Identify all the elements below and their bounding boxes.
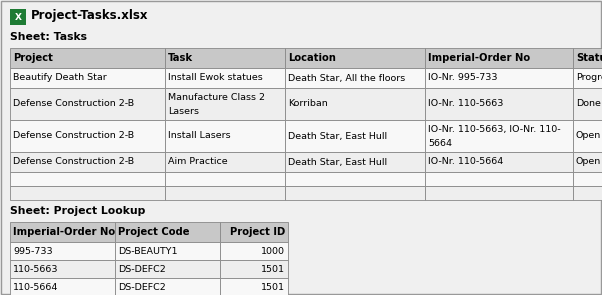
Bar	[425, 186, 573, 200]
Text: Location: Location	[288, 53, 336, 63]
Bar	[425, 152, 573, 172]
Text: Project: Project	[13, 53, 53, 63]
Text: DS-DEFC2: DS-DEFC2	[118, 265, 166, 273]
Bar	[220, 222, 288, 242]
Text: DS-BEAUTY1: DS-BEAUTY1	[118, 247, 178, 255]
Bar	[10, 88, 165, 120]
Text: 5664: 5664	[428, 139, 452, 148]
Bar	[220, 278, 288, 295]
Bar	[10, 152, 165, 172]
Bar	[115, 260, 220, 278]
Text: Install Ewok statues: Install Ewok statues	[168, 73, 262, 83]
Text: 1501: 1501	[261, 283, 285, 291]
Bar	[10, 172, 165, 186]
Bar	[115, 222, 220, 242]
Bar	[425, 88, 573, 120]
Text: Defense Construction 2-B: Defense Construction 2-B	[13, 99, 134, 109]
Text: 110-5663: 110-5663	[13, 265, 58, 273]
Bar	[10, 120, 165, 152]
Text: Death Star, East Hull: Death Star, East Hull	[288, 132, 387, 140]
Bar	[165, 68, 285, 88]
Text: Install Lasers: Install Lasers	[168, 132, 231, 140]
Bar	[285, 48, 425, 68]
Bar	[165, 120, 285, 152]
Text: Open: Open	[576, 132, 601, 140]
Bar	[425, 48, 573, 68]
Text: 995-733: 995-733	[13, 247, 52, 255]
Bar	[10, 186, 165, 200]
Bar	[165, 88, 285, 120]
Bar	[573, 88, 602, 120]
Text: 110-5664: 110-5664	[13, 283, 58, 291]
Text: Beautify Death Star: Beautify Death Star	[13, 73, 107, 83]
Bar	[425, 172, 573, 186]
Bar	[573, 152, 602, 172]
Text: Lasers: Lasers	[168, 106, 199, 116]
Bar	[165, 186, 285, 200]
Text: IO-Nr. 110-5664: IO-Nr. 110-5664	[428, 158, 503, 166]
Bar	[573, 68, 602, 88]
Bar	[10, 68, 165, 88]
Bar	[573, 186, 602, 200]
Bar	[115, 242, 220, 260]
Text: Imperial-Order No: Imperial-Order No	[13, 227, 115, 237]
Bar	[285, 172, 425, 186]
Text: IO-Nr. 110-5663: IO-Nr. 110-5663	[428, 99, 503, 109]
Bar	[220, 260, 288, 278]
Bar	[285, 68, 425, 88]
Text: Aim Practice: Aim Practice	[168, 158, 228, 166]
Bar	[285, 120, 425, 152]
Text: Project-Tasks.xlsx: Project-Tasks.xlsx	[31, 9, 149, 22]
Bar	[573, 172, 602, 186]
Text: Project Code: Project Code	[118, 227, 190, 237]
Bar	[425, 68, 573, 88]
Bar	[10, 242, 115, 260]
Text: Manufacture Class 2: Manufacture Class 2	[168, 93, 265, 102]
Text: Project ID: Project ID	[230, 227, 285, 237]
Text: Imperial-Order No: Imperial-Order No	[428, 53, 530, 63]
Bar	[425, 120, 573, 152]
Text: Task: Task	[168, 53, 193, 63]
Bar	[165, 172, 285, 186]
Bar	[10, 278, 115, 295]
Bar	[285, 152, 425, 172]
Bar	[573, 120, 602, 152]
Text: 1000: 1000	[261, 247, 285, 255]
Text: DS-DEFC2: DS-DEFC2	[118, 283, 166, 291]
Bar	[10, 260, 115, 278]
Text: Open: Open	[576, 158, 601, 166]
Bar	[573, 48, 602, 68]
Bar	[285, 88, 425, 120]
Text: Status: Status	[576, 53, 602, 63]
Bar	[165, 48, 285, 68]
Bar	[220, 242, 288, 260]
Text: Progress: Progress	[576, 73, 602, 83]
Text: Defense Construction 2-B: Defense Construction 2-B	[13, 132, 134, 140]
Bar	[10, 48, 165, 68]
Text: IO-Nr. 995-733: IO-Nr. 995-733	[428, 73, 497, 83]
Bar	[115, 278, 220, 295]
Text: Korriban: Korriban	[288, 99, 327, 109]
Bar	[165, 152, 285, 172]
Text: Sheet: Tasks: Sheet: Tasks	[10, 32, 87, 42]
Text: Defense Construction 2-B: Defense Construction 2-B	[13, 158, 134, 166]
Text: 1501: 1501	[261, 265, 285, 273]
Bar	[285, 186, 425, 200]
Text: X: X	[14, 12, 22, 22]
Text: Sheet: Project Lookup: Sheet: Project Lookup	[10, 206, 145, 216]
Text: Done: Done	[576, 99, 601, 109]
Bar	[10, 9, 26, 25]
Text: Death Star, East Hull: Death Star, East Hull	[288, 158, 387, 166]
Text: IO-Nr. 110-5663, IO-Nr. 110-: IO-Nr. 110-5663, IO-Nr. 110-	[428, 125, 560, 134]
Bar	[10, 222, 115, 242]
Text: Death Star, All the floors: Death Star, All the floors	[288, 73, 405, 83]
